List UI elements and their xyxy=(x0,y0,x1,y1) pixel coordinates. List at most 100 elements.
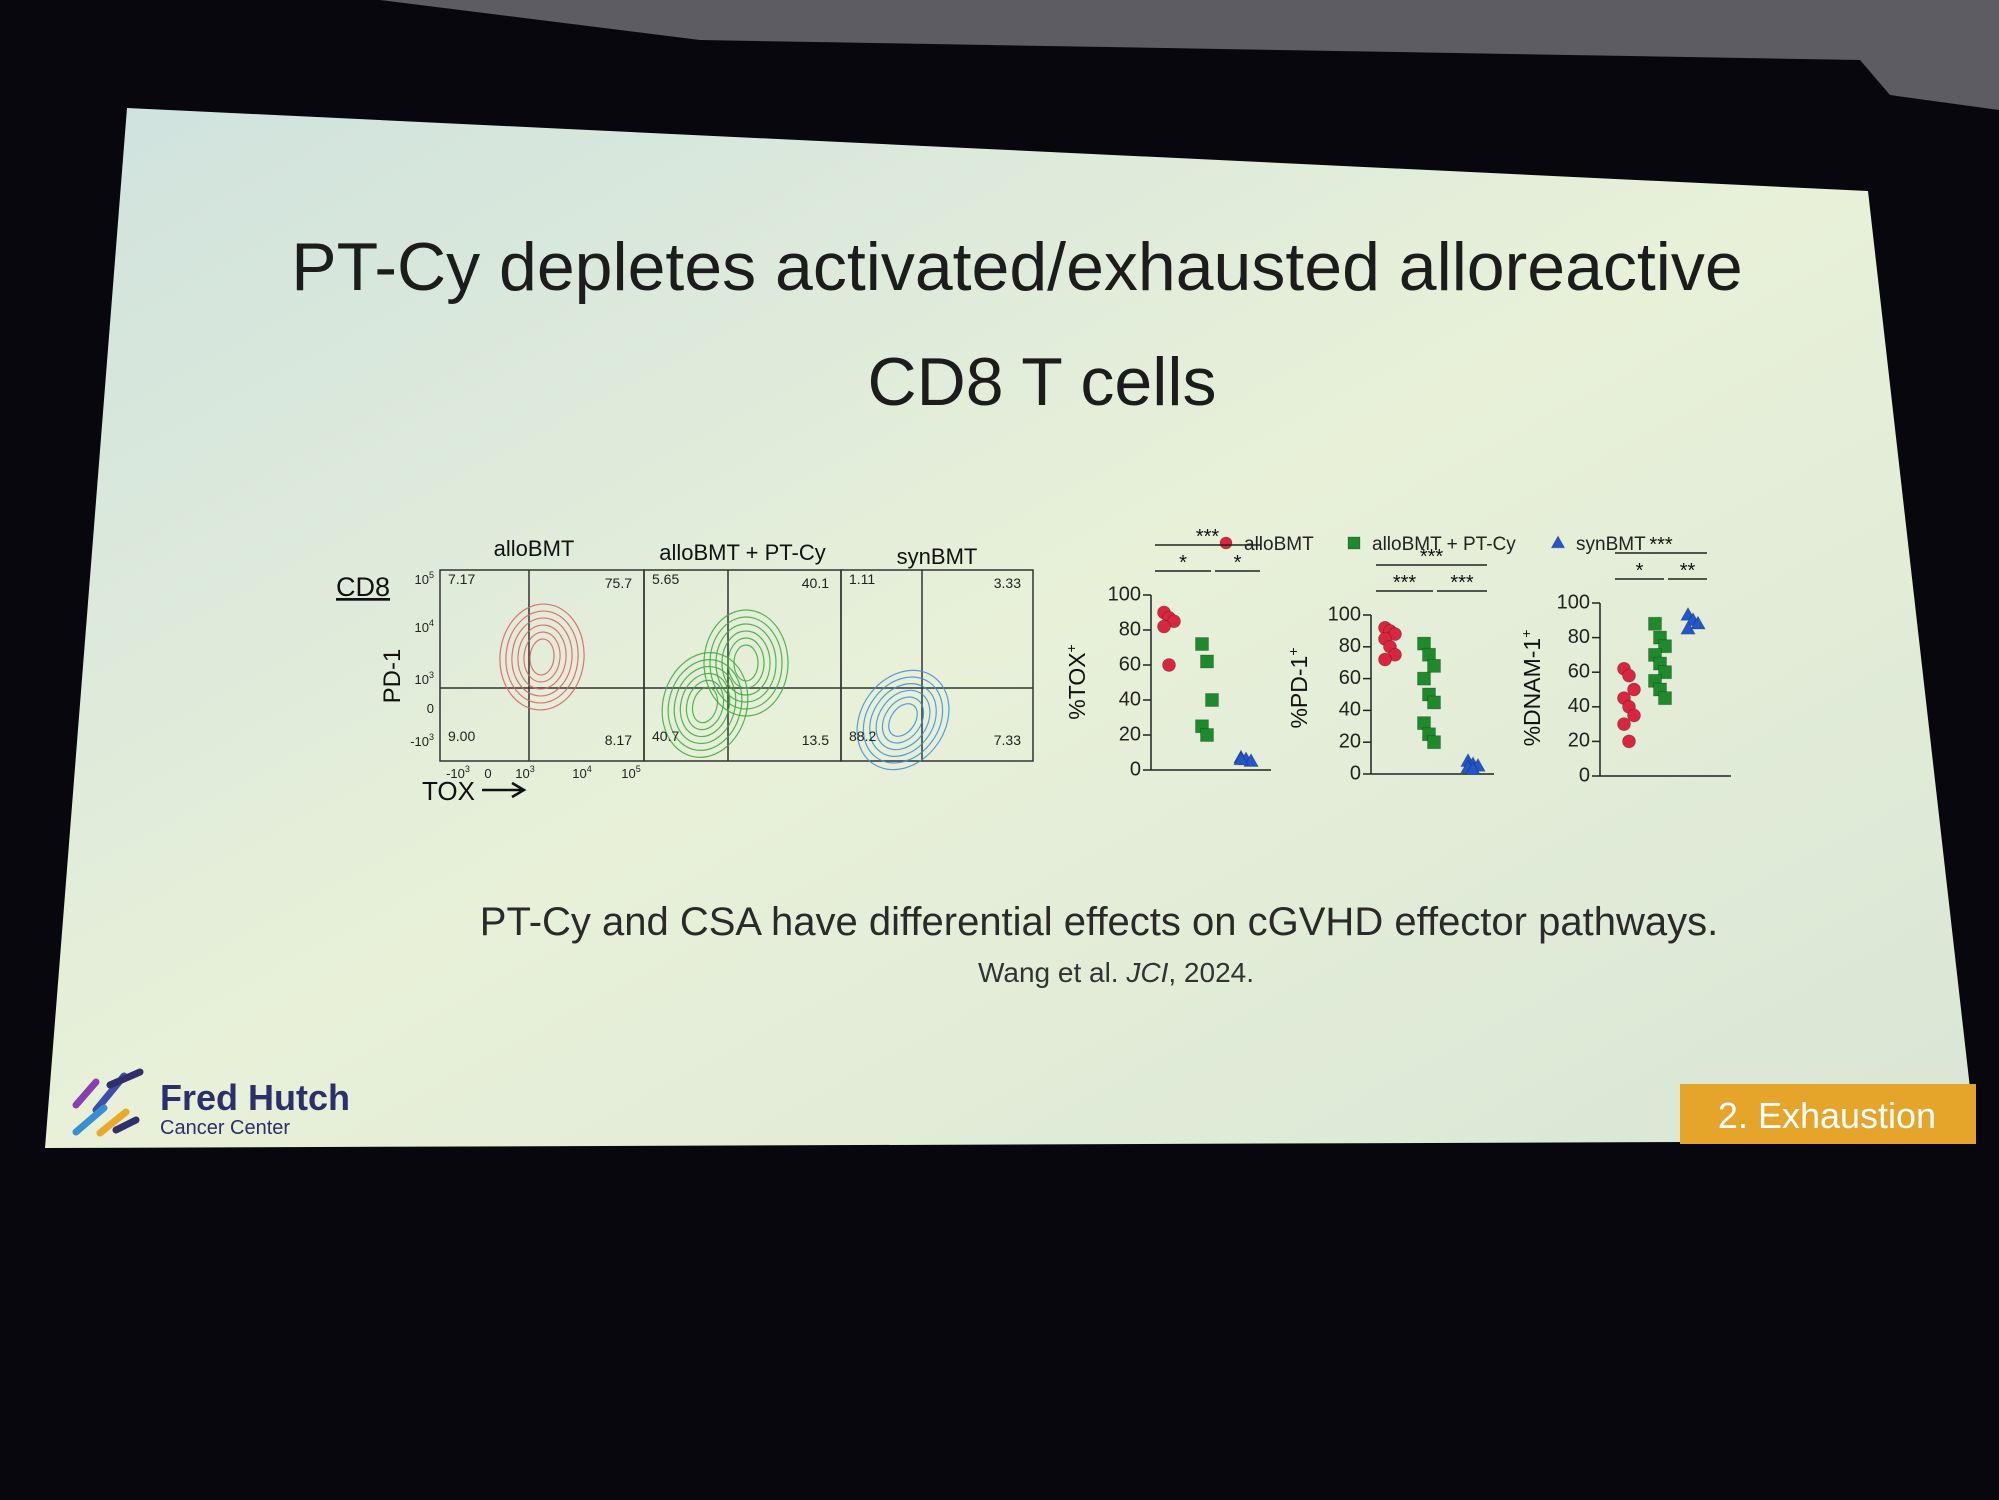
significance: *** xyxy=(1393,572,1417,594)
legend-label: alloBMT + PT-Cy xyxy=(1372,534,1516,555)
flow-y-tick-base: 10 xyxy=(415,672,429,687)
flow-y-tick-base: 10 xyxy=(415,620,429,635)
legend-label: synBMT xyxy=(1576,534,1646,555)
y-axis-label: PD-1 xyxy=(379,649,406,704)
contour xyxy=(881,696,925,744)
flow-y-tick: 0 xyxy=(427,701,434,716)
quadrant-value: 7.17 xyxy=(448,571,475,587)
flow-x-tick-exp: 5 xyxy=(636,764,641,774)
y-tick-label: 20 xyxy=(1339,730,1361,752)
quadrant-value: 40.7 xyxy=(652,728,679,744)
dot xyxy=(1648,616,1662,631)
dot xyxy=(1690,615,1706,630)
contour xyxy=(856,669,950,771)
significance: *** xyxy=(1420,546,1444,568)
ceiling xyxy=(380,0,1999,110)
axis-arrow xyxy=(482,781,527,799)
y-tick-label: 80 xyxy=(1339,635,1361,657)
contour xyxy=(505,610,579,704)
y-label-text: %PD-1 xyxy=(1286,656,1312,729)
citation: Wang et al. JCI, 2024. xyxy=(978,957,1254,988)
y-axis-label: %PD-1+ xyxy=(1285,647,1312,728)
flow-y-tick: 103 xyxy=(415,670,434,687)
significance: * xyxy=(1234,552,1242,574)
y-tick-label: 20 xyxy=(1568,730,1590,752)
citation-journal: JCI xyxy=(1125,957,1168,988)
significance: *** xyxy=(1196,526,1220,548)
flow-y-tick: 105 xyxy=(415,570,434,587)
dot xyxy=(1465,760,1481,775)
dot xyxy=(1219,536,1233,550)
quadrant-value: 5.65 xyxy=(652,571,679,587)
flow-y-tick: -103 xyxy=(410,732,434,749)
panel-header: alloBMT + PT-Cy xyxy=(659,540,825,565)
significance: * xyxy=(1636,560,1644,582)
row-label: CD8 xyxy=(336,572,390,602)
contour xyxy=(733,644,759,682)
y-tick-label: 20 xyxy=(1119,723,1141,745)
title-line: PT-Cy depletes activated/exhausted allor… xyxy=(291,229,1742,305)
dot-plots: alloBMT alloBMT + PT-Cy synBMT 0 20 40 60 80 100… xyxy=(1063,526,1731,786)
y-tick-label: 60 xyxy=(1119,653,1141,675)
dot xyxy=(1162,658,1176,672)
dot xyxy=(1200,654,1214,669)
flow-y-tick-base: -10 xyxy=(410,734,429,749)
y-label-text: %TOX xyxy=(1064,652,1090,719)
tag-box xyxy=(1680,1084,1976,1144)
y-label-sup: + xyxy=(1063,644,1079,652)
significance: ** xyxy=(1680,560,1696,582)
contour xyxy=(862,676,944,764)
quadrant-value: 40.1 xyxy=(802,575,829,591)
y-tick-label: 0 xyxy=(1130,758,1141,780)
flow-x-tick: 103 xyxy=(515,764,534,781)
contour xyxy=(691,686,719,724)
dot xyxy=(1157,619,1171,634)
flow-y-tick-exp: 3 xyxy=(429,670,434,680)
dot xyxy=(1658,691,1672,706)
quadrant-value: 7.33 xyxy=(994,732,1021,748)
dot xyxy=(1680,620,1696,635)
y-label-text: %DNAM-1 xyxy=(1519,638,1545,747)
dot xyxy=(1427,695,1441,710)
flow-x-tick-exp: 3 xyxy=(530,764,535,774)
flow-x-tick: -103 xyxy=(446,764,470,781)
logo-sub: Cancer Center xyxy=(160,1117,290,1139)
contour xyxy=(499,603,585,711)
y-axis-label: %TOX+ xyxy=(1063,644,1090,720)
caption: PT-Cy and CSA have differential effects … xyxy=(480,900,1718,944)
quadrant-value: 9.00 xyxy=(448,728,475,744)
flow-x-tick: 105 xyxy=(621,764,640,781)
flow-y-tick-exp: 3 xyxy=(429,732,434,742)
contour xyxy=(721,630,771,696)
contour xyxy=(875,689,931,751)
flow-x-tick-base: 0 xyxy=(484,766,491,781)
legend-label: alloBMT xyxy=(1244,534,1314,555)
y-axis-label: %DNAM-1+ xyxy=(1518,630,1545,747)
flow-x-tick: 0 xyxy=(484,766,491,781)
y-label-sup: + xyxy=(1285,647,1301,655)
significance: *** xyxy=(1450,572,1474,594)
y-tick-label: 40 xyxy=(1119,688,1141,710)
contour xyxy=(727,637,765,689)
y-tick-label: 100 xyxy=(1557,591,1590,613)
dot xyxy=(1378,652,1392,667)
flow-panel xyxy=(840,569,1034,762)
y-tick-label: 80 xyxy=(1568,626,1590,648)
dot xyxy=(1195,637,1209,651)
flow-x-tick-base: -10 xyxy=(446,766,465,781)
title-line: CD8 T cells xyxy=(868,344,1217,420)
dot xyxy=(1427,735,1441,750)
y-tick-label: 100 xyxy=(1108,583,1141,605)
contour xyxy=(511,617,573,697)
flow-x-tick-exp: 4 xyxy=(587,764,592,774)
logo-icon xyxy=(72,1068,144,1137)
dot xyxy=(1243,752,1259,767)
flow-y-tick-exp: 4 xyxy=(429,618,434,628)
flow-y-tick: 104 xyxy=(415,618,434,635)
dot xyxy=(1627,682,1641,697)
contour xyxy=(869,683,937,757)
dot xyxy=(1200,728,1214,742)
contour xyxy=(685,679,725,731)
